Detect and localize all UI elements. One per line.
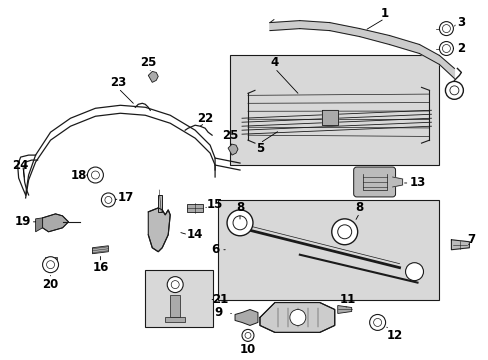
Polygon shape (359, 28, 389, 45)
Polygon shape (260, 302, 334, 332)
Text: 6: 6 (210, 243, 219, 256)
Text: 7: 7 (467, 233, 474, 246)
Polygon shape (44, 257, 57, 262)
Text: 16: 16 (92, 261, 108, 274)
Circle shape (331, 219, 357, 245)
Polygon shape (227, 144, 238, 155)
Circle shape (369, 315, 385, 330)
Text: 3: 3 (456, 16, 465, 29)
Text: 25: 25 (222, 129, 238, 142)
Circle shape (445, 81, 463, 99)
Text: 14: 14 (186, 228, 203, 241)
Polygon shape (170, 294, 180, 318)
Polygon shape (389, 36, 419, 54)
Circle shape (449, 86, 458, 95)
Polygon shape (158, 195, 162, 212)
Text: 1: 1 (380, 7, 388, 20)
Text: 9: 9 (214, 306, 222, 319)
Polygon shape (148, 71, 158, 82)
Circle shape (405, 263, 423, 280)
Polygon shape (148, 208, 170, 252)
Polygon shape (187, 204, 203, 212)
Text: 5: 5 (255, 141, 264, 155)
Text: 11: 11 (339, 293, 355, 306)
Circle shape (439, 22, 452, 36)
Circle shape (46, 261, 55, 269)
Circle shape (105, 197, 112, 203)
Circle shape (42, 257, 59, 273)
Text: 21: 21 (211, 293, 228, 306)
Text: 23: 23 (110, 76, 126, 89)
Polygon shape (165, 318, 185, 323)
Polygon shape (392, 177, 402, 187)
Circle shape (171, 280, 179, 289)
Polygon shape (36, 218, 42, 232)
Circle shape (442, 24, 449, 32)
Polygon shape (92, 246, 108, 254)
Text: 18: 18 (70, 168, 86, 181)
Circle shape (101, 193, 115, 207)
FancyBboxPatch shape (353, 167, 395, 197)
Circle shape (439, 41, 452, 55)
Polygon shape (321, 110, 337, 125)
Bar (229, 55, 439, 165)
Text: 12: 12 (386, 329, 402, 342)
Circle shape (242, 329, 253, 341)
Bar (145, 270, 213, 328)
Text: 22: 22 (197, 112, 213, 125)
Polygon shape (450, 240, 468, 250)
Polygon shape (235, 310, 258, 325)
Circle shape (167, 276, 183, 293)
Circle shape (442, 45, 449, 53)
Circle shape (233, 216, 246, 230)
Polygon shape (329, 23, 359, 37)
Text: 2: 2 (456, 42, 465, 55)
Text: 8: 8 (355, 201, 363, 215)
Circle shape (337, 225, 351, 239)
Text: 25: 25 (140, 56, 156, 69)
Circle shape (91, 171, 99, 179)
Text: 17: 17 (117, 192, 133, 204)
Text: 20: 20 (42, 278, 59, 291)
Text: 4: 4 (270, 56, 279, 69)
Polygon shape (269, 21, 299, 31)
Text: 19: 19 (15, 215, 31, 228)
Bar (218, 200, 439, 300)
Polygon shape (299, 21, 329, 31)
Text: 15: 15 (206, 198, 223, 211)
Circle shape (226, 210, 252, 236)
Text: 24: 24 (12, 158, 29, 172)
Circle shape (87, 167, 103, 183)
Polygon shape (337, 306, 351, 314)
Circle shape (289, 310, 305, 325)
Polygon shape (42, 214, 68, 232)
Polygon shape (439, 55, 453, 78)
Circle shape (373, 319, 381, 327)
Polygon shape (419, 45, 439, 64)
Circle shape (244, 332, 250, 338)
Text: 13: 13 (408, 176, 425, 189)
Text: 10: 10 (240, 343, 256, 356)
Text: 8: 8 (235, 201, 244, 215)
